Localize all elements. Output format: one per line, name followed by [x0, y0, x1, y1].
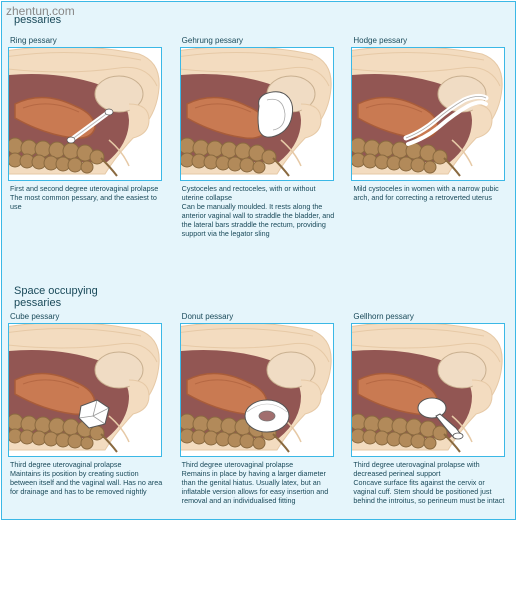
anatomy-panel	[351, 47, 505, 181]
panel-title: Ring pessary	[8, 36, 166, 45]
pessary-cell: Gellhorn pessary	[351, 312, 509, 505]
panel-title: Donut pessary	[180, 312, 338, 321]
anatomy-panel	[8, 47, 162, 181]
pessary-cell: Ring pessary	[8, 36, 166, 238]
panel-title: Gellhorn pessary	[351, 312, 509, 321]
watermark: zhentun.com	[6, 4, 75, 18]
panel-title: Gehrung pessary	[180, 36, 338, 45]
panel-title: Cube pessary	[8, 312, 166, 321]
pessary-cell: Cube pessary Third degr	[8, 312, 166, 505]
anatomy-panel	[180, 323, 334, 457]
panel-description: Cystoceles and rectoceles, with or witho…	[180, 181, 338, 238]
anatomy-panel	[8, 323, 162, 457]
panel-description: Third degree uterovaginal prolapse Maint…	[8, 457, 166, 496]
panel-description: First and second degree uterovaginal pro…	[8, 181, 166, 211]
pessary-cell: Donut pessary	[180, 312, 338, 505]
panel-description: Third degree uterovaginal prolapse Remai…	[180, 457, 338, 505]
anatomy-panel	[180, 47, 334, 181]
pessary-cell: Gehrung pessary Cystoce	[180, 36, 338, 238]
panel-description: Third degree uterovaginal prolapse with …	[351, 457, 509, 505]
panel-row: Ring pessary	[8, 36, 509, 238]
panel-title: Hodge pessary	[351, 36, 509, 45]
panel-description: Mild cystoceles in women with a narrow p…	[351, 181, 509, 202]
panel-row: Cube pessary Third degr	[8, 312, 509, 505]
section-title-space-occupying: Space occupying pessaries	[0, 283, 98, 309]
pessary-cell: Hodge pessary	[351, 36, 509, 238]
anatomy-panel	[351, 323, 505, 457]
